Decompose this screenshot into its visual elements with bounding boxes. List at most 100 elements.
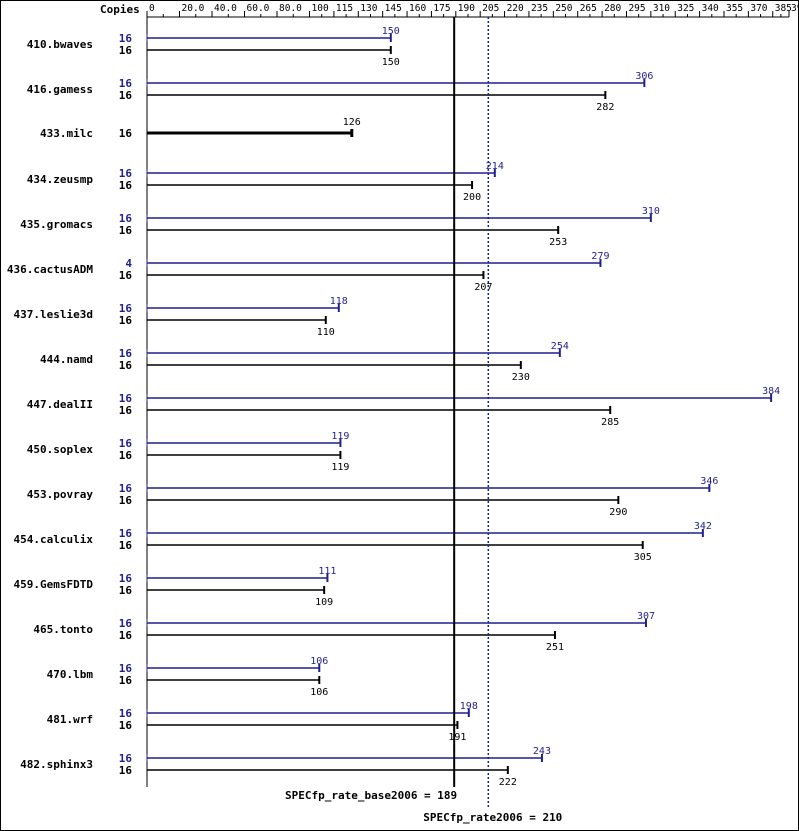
peak-value-label: 346	[700, 476, 718, 487]
x-tick-label: 20.0	[182, 3, 205, 14]
base-copies: 16	[119, 269, 133, 282]
base-value-label: 119	[331, 462, 349, 473]
x-tick-label: 295	[628, 3, 645, 14]
x-tick-label: 80.0	[279, 3, 302, 14]
peak-copies: 16	[119, 482, 133, 495]
benchmark-label: 410.bwaves	[27, 38, 93, 51]
benchmark-label: 482.sphinx3	[20, 758, 93, 771]
peak-copies: 16	[119, 707, 133, 720]
peak-value-label: 254	[551, 341, 569, 352]
base-value-label: 230	[512, 372, 530, 383]
benchmark-label: 481.wrf	[47, 713, 93, 726]
x-tick-label: 190	[458, 3, 475, 14]
benchmark-label: 459.GemsFDTD	[14, 578, 94, 591]
x-tick-label: 205	[482, 3, 499, 14]
base-value-label: 222	[499, 777, 517, 788]
base-copies: 16	[119, 179, 133, 192]
peak-value-label: 111	[318, 566, 336, 577]
base-copies: 16	[119, 89, 133, 102]
base-copies: 16	[119, 629, 133, 642]
peak-copies: 4	[125, 257, 132, 270]
base-value-label: 150	[382, 57, 400, 68]
base-value-label: 126	[343, 117, 361, 128]
x-tick-label: 40.0	[214, 3, 237, 14]
peak-copies: 16	[119, 347, 133, 360]
x-tick-label: 355	[726, 3, 743, 14]
benchmark-label: 436.cactusADM	[7, 263, 93, 276]
benchmark-label: 453.povray	[27, 488, 94, 501]
peak-copies: 16	[119, 662, 133, 675]
base-copies: 16	[119, 494, 133, 507]
peak-value-label: 384	[762, 386, 780, 397]
peak-value-label: 307	[637, 611, 655, 622]
base-copies: 16	[119, 404, 133, 417]
base-value-label: 200	[463, 192, 481, 203]
peak-value-label: 150	[382, 26, 400, 37]
peak-copies: 16	[119, 617, 133, 630]
base-copies: 16	[119, 44, 133, 57]
base-copies: 16	[119, 314, 133, 327]
copies-header: Copies	[100, 3, 140, 16]
base-value-label: 253	[549, 237, 567, 248]
x-tick-label: 395	[791, 3, 799, 14]
x-tick-label: 370	[750, 3, 767, 14]
peak-copies: 16	[119, 167, 133, 180]
x-tick-label: 325	[677, 3, 694, 14]
peak-copies: 16	[119, 572, 133, 585]
base-copies: 16	[119, 539, 133, 552]
peak-copies: 16	[119, 77, 133, 90]
peak-reference-label: SPECfp_rate2006 = 210	[423, 811, 562, 824]
peak-value-label: 279	[591, 251, 609, 262]
base-value-label: 305	[634, 552, 652, 563]
peak-copies: 16	[119, 752, 133, 765]
base-value-label: 207	[474, 282, 492, 293]
x-tick-label: 60.0	[247, 3, 270, 14]
base-value-label: 290	[609, 507, 627, 518]
x-tick-label: 235	[531, 3, 548, 14]
peak-value-label: 118	[330, 296, 348, 307]
base-copies: 16	[119, 584, 133, 597]
base-value-label: 109	[315, 597, 333, 608]
base-copies: 16	[119, 764, 133, 777]
base-value-label: 106	[310, 687, 328, 698]
base-copies: 16	[119, 449, 133, 462]
peak-value-label: 342	[694, 521, 712, 532]
x-tick-label: 280	[604, 3, 621, 14]
base-value-label: 110	[317, 327, 335, 338]
benchmark-label: 434.zeusmp	[27, 173, 94, 186]
base-reference-label: SPECfp_rate_base2006 = 189	[285, 789, 457, 802]
x-tick-label: 310	[653, 3, 670, 14]
benchmark-label: 437.leslie3d	[14, 308, 93, 321]
peak-copies: 16	[119, 302, 133, 315]
peak-value-label: 214	[486, 161, 504, 172]
peak-copies: 16	[119, 437, 133, 450]
benchmark-label: 470.lbm	[47, 668, 94, 681]
benchmark-label: 465.tonto	[33, 623, 93, 636]
x-tick-label: 265	[580, 3, 597, 14]
peak-copies: 16	[119, 527, 133, 540]
x-tick-label: 160	[409, 3, 426, 14]
x-tick-label: 130	[360, 3, 377, 14]
peak-copies: 16	[119, 392, 133, 405]
base-copies: 16	[119, 127, 133, 140]
x-tick-label: 220	[507, 3, 524, 14]
benchmark-label: 447.dealII	[27, 398, 93, 411]
peak-value-label: 119	[331, 431, 349, 442]
benchmark-label: 433.milc	[40, 127, 93, 140]
x-tick-label: 385	[775, 3, 792, 14]
peak-copies: 16	[119, 32, 133, 45]
benchmark-label: 444.namd	[40, 353, 93, 366]
benchmark-label: 435.gromacs	[20, 218, 93, 231]
peak-value-label: 106	[310, 656, 328, 667]
peak-copies: 16	[119, 212, 133, 225]
x-tick-label: 175	[433, 3, 450, 14]
benchmark-label: 450.soplex	[27, 443, 94, 456]
peak-value-label: 243	[533, 746, 551, 757]
peak-value-label: 306	[635, 71, 653, 82]
base-value-label: 285	[601, 417, 619, 428]
base-copies: 16	[119, 224, 133, 237]
peak-value-label: 198	[460, 701, 478, 712]
x-tick-label: 340	[702, 3, 719, 14]
